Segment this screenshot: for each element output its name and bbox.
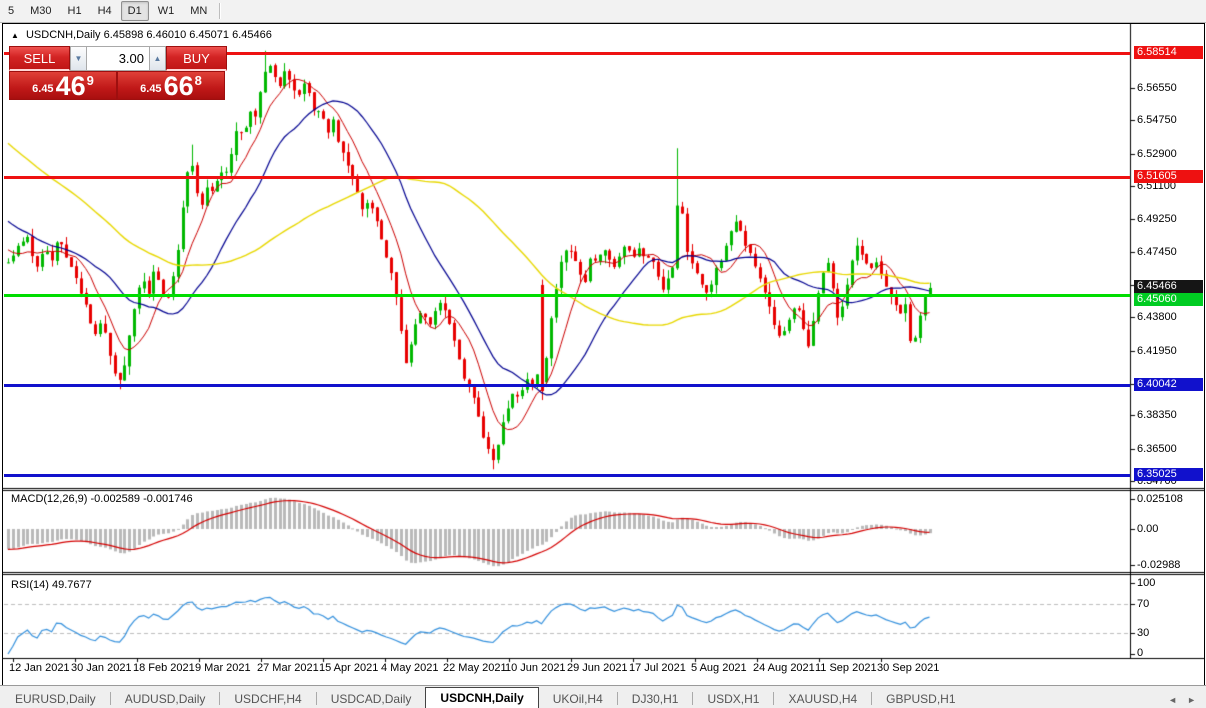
date-tick-label: 17 Jul 2021 (629, 662, 686, 674)
timeframe-button-d1[interactable]: D1 (120, 1, 149, 21)
date-tick-label: 30 Jan 2021 (71, 662, 132, 674)
date-tick-label: 9 Mar 2021 (195, 662, 251, 674)
date-tick-label: 24 Aug 2021 (753, 662, 815, 674)
pivot-line[interactable] (4, 294, 1130, 297)
rsi-tick-label: 0 (1137, 647, 1144, 659)
date-tick-label: 15 Apr 2021 (319, 662, 379, 674)
rsi-tick-label: 30 (1137, 626, 1150, 639)
chart-window: ▲ USDCNH,Daily 6.45898 6.46010 6.45071 6… (2, 23, 1205, 686)
price-tick-label: 6.54750 (1137, 114, 1177, 127)
price-chart-canvas[interactable] (3, 24, 1204, 685)
rsi-indicator-label: RSI(14) 49.7677 (11, 579, 92, 591)
chart-symbol-title: USDCNH,Daily (25, 29, 101, 41)
price-tick-label: 6.47450 (1137, 245, 1177, 258)
bid-price-display[interactable]: 6.45 46 9 (9, 71, 117, 100)
tab-scroll-right-icon[interactable]: ► (1187, 695, 1196, 705)
price-tick-label: 6.36500 (1137, 442, 1177, 455)
tab-divider (109, 692, 111, 705)
chart-tab-bar: EURUSD,Daily AUDUSD,Daily USDCHF,H4 USDCAD,… (0, 685, 1206, 708)
tab-scroll-nav: ◄ ► (1168, 695, 1206, 708)
chart-tab-ukoil[interactable]: UKOil,H4 (552, 692, 603, 706)
chart-tab-usdcnh[interactable]: USDCNH,Daily (425, 687, 539, 708)
price-badge-support-2: 6.35025 (1134, 468, 1203, 481)
chart-tab-gbpusd[interactable]: GBPUSD,H1 (886, 692, 956, 706)
timeframe-button-w1[interactable]: W1 (157, 5, 175, 17)
support-line-1[interactable] (4, 384, 1130, 387)
rsi-tick-label: 100 (1137, 577, 1156, 589)
tab-divider (219, 692, 221, 705)
one-click-trade-panel: SELL ▼ ▲ BUY 6.45 46 9 6.45 66 8 (9, 46, 229, 100)
timeframe-toolbar: 5 M30 H1 H4 D1 W1 MN (0, 0, 1206, 23)
macd-tick-label: -0.02988 (1137, 558, 1181, 571)
timeframe-button-5[interactable]: 5 (8, 5, 15, 17)
price-tick-label: 6.38350 (1137, 409, 1177, 422)
tab-divider (871, 692, 873, 705)
macd-indicator-label: MACD(12,26,9) -0.002589 -0.001746 (11, 493, 193, 505)
chart-tab-usdcad[interactable]: USDCAD,Daily (330, 692, 412, 706)
date-tick-label: 30 Sep 2021 (877, 662, 940, 674)
ask-pip-digit: 8 (194, 73, 202, 88)
sell-button[interactable]: SELL (9, 46, 70, 71)
bid-big-digits: 46 (55, 71, 86, 101)
date-tick-label: 22 May 2021 (443, 662, 507, 674)
date-tick-label: 5 Aug 2021 (691, 662, 747, 674)
tab-divider (616, 692, 618, 705)
timeframe-button-mn[interactable]: MN (190, 5, 208, 17)
chart-tab-eurusd[interactable]: EURUSD,Daily (15, 692, 96, 706)
tab-divider (692, 692, 694, 705)
date-tick-label: 10 Jun 2021 (505, 662, 566, 674)
timeframe-button-h1[interactable]: H1 (67, 5, 82, 17)
tab-divider (773, 692, 775, 705)
resistance-line-2[interactable] (4, 176, 1130, 179)
chart-tab-usdchf[interactable]: USDCHF,H4 (234, 692, 302, 706)
price-badge-resistance-1: 6.58514 (1134, 46, 1203, 59)
collapse-panel-icon[interactable]: ▲ (11, 31, 19, 40)
price-badge-current-price: 6.45466 (1134, 280, 1203, 293)
date-tick-label: 11 Sep 2021 (815, 662, 877, 674)
timeframe-button-h4[interactable]: H4 (97, 5, 112, 17)
chart-tab-dj30[interactable]: DJ30,H1 (631, 692, 679, 706)
date-tick-label: 12 Jan 2021 (9, 662, 70, 674)
date-tick-label: 27 Mar 2021 (257, 662, 319, 674)
volume-input[interactable] (87, 46, 149, 71)
toolbar-separator (219, 3, 222, 19)
tab-scroll-left-icon[interactable]: ◄ (1168, 695, 1178, 705)
support-line-2[interactable] (4, 474, 1130, 477)
ask-big-digits: 66 (163, 71, 194, 101)
rsi-tick-label: 70 (1137, 598, 1150, 611)
resistance-line-1[interactable] (4, 52, 1130, 55)
price-tick-label: 6.52900 (1137, 147, 1177, 160)
bid-prefix: 6.45 (32, 83, 54, 95)
chart-tab-audusd[interactable]: AUDUSD,Daily (124, 692, 206, 706)
price-badge-resistance-2: 6.51605 (1134, 170, 1203, 183)
chart-header: ▲ USDCNH,Daily 6.45898 6.46010 6.45071 6… (11, 29, 272, 41)
tab-divider (315, 692, 317, 705)
ask-prefix: 6.45 (140, 83, 162, 95)
bid-pip-digit: 9 (86, 73, 94, 88)
chart-tab-xauusd[interactable]: XAUUSD,H4 (788, 692, 858, 706)
timeframe-button-m30[interactable]: M30 (30, 5, 52, 17)
price-tick-label: 6.43800 (1137, 311, 1177, 324)
chart-tab-usdx[interactable]: USDX,H1 (707, 692, 760, 706)
date-tick-label: 29 Jun 2021 (567, 662, 628, 674)
date-tick-label: 18 Feb 2021 (133, 662, 195, 674)
date-tick-label: 4 May 2021 (381, 662, 439, 674)
buy-button[interactable]: BUY (166, 46, 227, 71)
volume-decrease-button[interactable]: ▼ (70, 46, 87, 71)
volume-increase-button[interactable]: ▲ (149, 46, 166, 71)
price-tick-label: 6.49250 (1137, 213, 1177, 226)
price-tick-label: 6.51100 (1137, 180, 1176, 193)
price-badge-pivot: 6.45060 (1134, 293, 1203, 306)
macd-tick-label: 0.025108 (1137, 492, 1183, 505)
ask-price-display[interactable]: 6.45 66 8 (117, 71, 225, 100)
chart-ohlc-values: 6.45898 6.46010 6.45071 6.45466 (103, 29, 272, 41)
macd-tick-label: 0.00 (1137, 523, 1159, 535)
price-badge-support-1: 6.40042 (1134, 378, 1203, 391)
price-tick-label: 6.41950 (1137, 344, 1177, 357)
price-tick-label: 6.56550 (1137, 82, 1177, 94)
